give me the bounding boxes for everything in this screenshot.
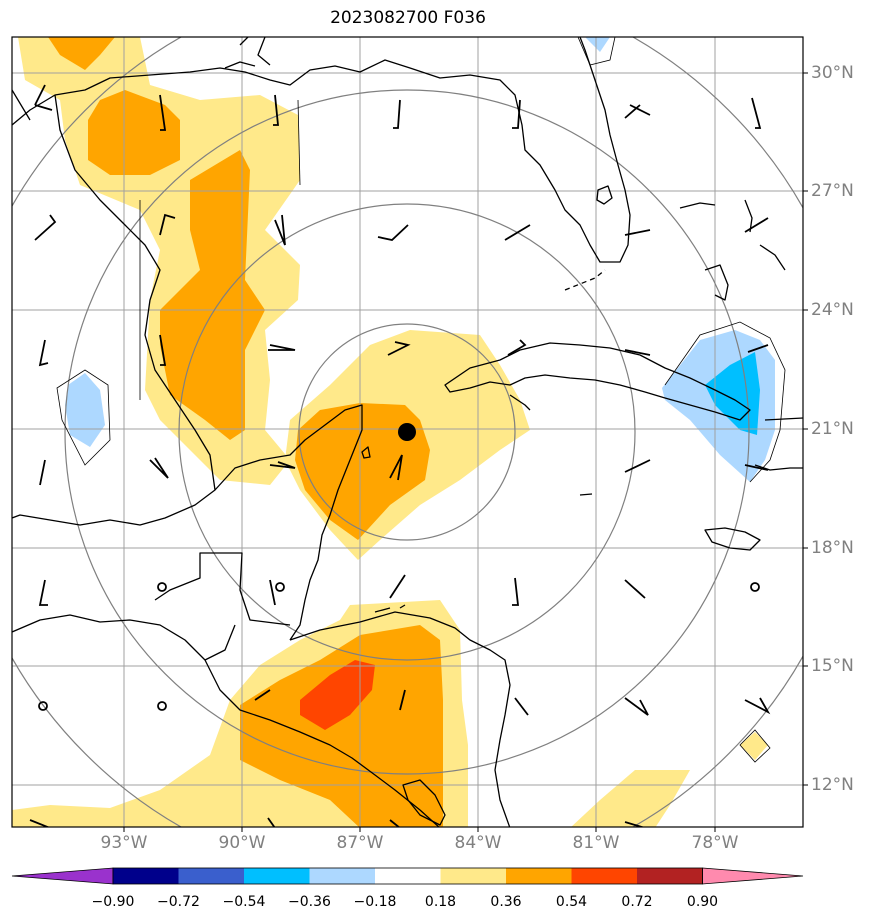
colorbar-extend-low — [11, 867, 114, 885]
colorbar-segment — [440, 868, 507, 884]
colorbar-tick-label: 0.18 — [424, 894, 457, 910]
coastlines — [12, 37, 803, 827]
colorbar-tick-label: −0.54 — [222, 894, 266, 910]
lat-label: 21°N — [811, 419, 854, 439]
lon-label: 87°W — [336, 833, 384, 853]
anomaly-fill-layer — [12, 37, 775, 827]
colorbar-segment — [637, 868, 703, 884]
negative-anomaly-region — [585, 37, 610, 52]
lat-label: 18°N — [811, 538, 854, 558]
lon-label: 84°W — [454, 833, 502, 853]
colorbar-segment — [178, 868, 245, 884]
lat-label: 24°N — [811, 300, 854, 320]
positive-anomaly-region — [88, 90, 180, 175]
positive-anomaly-region — [160, 150, 265, 440]
calm-wind-markers — [38, 582, 760, 711]
lon-label: 93°W — [100, 833, 148, 853]
lat-label: 27°N — [811, 181, 854, 201]
colorbar-tick-label: 0.72 — [621, 894, 653, 910]
colorbar-segment — [309, 868, 376, 884]
colorbar-segment — [571, 868, 638, 884]
positive-anomaly-region — [740, 732, 768, 760]
map-panel — [11, 36, 808, 832]
positive-anomaly-region — [300, 660, 375, 730]
lon-label: 90°W — [218, 833, 266, 853]
colorbar-tick-label: 0.36 — [490, 894, 522, 910]
colorbar-tick-label: 0.90 — [686, 894, 719, 910]
map-title: 2023082700 F036 — [330, 8, 486, 28]
contour-lines — [56, 37, 786, 763]
positive-anomaly-region — [571, 770, 690, 827]
storm-center-marker — [398, 423, 416, 441]
map-frame — [11, 36, 804, 828]
colorbar-segment — [244, 868, 310, 884]
positive-anomaly-region — [48, 37, 115, 70]
lon-label: 81°W — [572, 833, 620, 853]
colorbar-tick-label: −0.18 — [353, 894, 397, 910]
colorbar-segment — [375, 868, 441, 884]
axis-ticks — [123, 72, 808, 832]
graticule — [12, 37, 803, 827]
colorbar-outline — [112, 867, 703, 885]
wind-barbs — [29, 84, 771, 827]
colorbar-segment — [506, 868, 572, 884]
lat-label: 12°N — [811, 775, 854, 795]
negative-anomaly-region — [65, 373, 105, 447]
colorbar-tick-label: 0.54 — [555, 894, 588, 910]
positive-anomaly-region — [240, 625, 443, 827]
colorbar-segment — [113, 868, 179, 884]
lon-label: 78°W — [691, 833, 739, 853]
lat-label: 15°N — [811, 656, 854, 676]
range-rings — [12, 37, 803, 827]
colorbar-tick-label: −0.90 — [91, 894, 135, 910]
lat-label: 30°N — [811, 63, 854, 83]
colorbar-extend-high — [702, 867, 804, 885]
colorbar-tick-label: −0.36 — [288, 894, 331, 910]
colorbar — [11, 867, 804, 885]
colorbar-tick-label: −0.72 — [157, 894, 200, 910]
